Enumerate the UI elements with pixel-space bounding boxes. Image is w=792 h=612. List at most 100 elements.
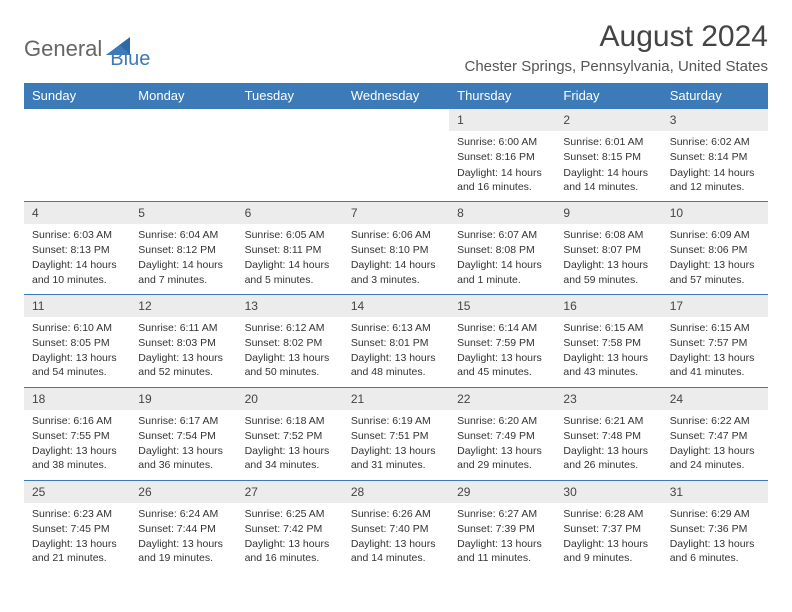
day-detail-cell: Sunrise: 6:11 AMSunset: 8:03 PMDaylight:…	[130, 317, 236, 387]
sunset-line: Sunset: 7:59 PM	[457, 336, 547, 350]
sunrise-line: Sunrise: 6:07 AM	[457, 228, 547, 242]
sunrise-line: Sunrise: 6:22 AM	[670, 414, 760, 428]
day-detail-cell	[24, 131, 130, 201]
day-detail-cell: Sunrise: 6:00 AMSunset: 8:16 PMDaylight:…	[449, 131, 555, 201]
day-detail-cell: Sunrise: 6:09 AMSunset: 8:06 PMDaylight:…	[662, 224, 768, 294]
calendar-body: 123 Sunrise: 6:00 AMSunset: 8:16 PMDayli…	[24, 109, 768, 573]
daylight-line: Daylight: 13 hours and 43 minutes.	[563, 351, 653, 379]
day-detail-cell: Sunrise: 6:22 AMSunset: 7:47 PMDaylight:…	[662, 410, 768, 480]
title-block: August 2024 Chester Springs, Pennsylvani…	[465, 20, 769, 75]
sunrise-line: Sunrise: 6:05 AM	[245, 228, 335, 242]
day-detail-cell: Sunrise: 6:17 AMSunset: 7:54 PMDaylight:…	[130, 410, 236, 480]
day-number-cell: 7	[343, 201, 449, 224]
day-number-cell: 9	[555, 201, 661, 224]
calendar-table: SundayMondayTuesdayWednesdayThursdayFrid…	[24, 83, 768, 572]
sunrise-line: Sunrise: 6:18 AM	[245, 414, 335, 428]
day-number-cell	[343, 109, 449, 132]
detail-row: Sunrise: 6:23 AMSunset: 7:45 PMDaylight:…	[24, 503, 768, 573]
sunrise-line: Sunrise: 6:12 AM	[245, 321, 335, 335]
logo-text-general: General	[24, 36, 102, 62]
sunrise-line: Sunrise: 6:25 AM	[245, 507, 335, 521]
day-number-cell: 1	[449, 109, 555, 132]
day-detail-cell: Sunrise: 6:24 AMSunset: 7:44 PMDaylight:…	[130, 503, 236, 573]
detail-row: Sunrise: 6:03 AMSunset: 8:13 PM Daylight:…	[24, 224, 768, 294]
day-number-cell: 19	[130, 387, 236, 410]
day-detail-cell: Sunrise: 6:23 AMSunset: 7:45 PMDaylight:…	[24, 503, 130, 573]
day-number-cell: 17	[662, 294, 768, 317]
day-number-cell: 31	[662, 480, 768, 503]
sunrise-line: Sunrise: 6:16 AM	[32, 414, 122, 428]
sunrise-line: Sunrise: 6:11 AM	[138, 321, 228, 335]
sunset-line: Sunset: 7:39 PM	[457, 522, 547, 536]
daylight-line: Daylight: 13 hours and 45 minutes.	[457, 351, 547, 379]
day-detail-cell: Sunrise: 6:28 AMSunset: 7:37 PMDaylight:…	[555, 503, 661, 573]
daynum-row: 45678910	[24, 201, 768, 224]
weekday-header: Sunday	[24, 83, 130, 109]
daylight-line: Daylight: 13 hours and 38 minutes.	[32, 444, 122, 472]
daynum-row: 18192021222324	[24, 387, 768, 410]
sunrise-line: Sunrise: 6:03 AM	[32, 228, 122, 242]
day-number-cell: 6	[237, 201, 343, 224]
daylight-line: Daylight: 13 hours and 48 minutes.	[351, 351, 441, 379]
day-detail-cell	[130, 131, 236, 201]
day-detail-cell: Sunrise: 6:16 AMSunset: 7:55 PMDaylight:…	[24, 410, 130, 480]
day-detail-cell: Sunrise: 6:02 AMSunset: 8:14 PMDaylight:…	[662, 131, 768, 201]
daylight-line: Daylight: 13 hours and 21 minutes.	[32, 537, 122, 565]
detail-row: Sunrise: 6:00 AMSunset: 8:16 PMDaylight:…	[24, 131, 768, 201]
sunrise-line: Sunrise: 6:17 AM	[138, 414, 228, 428]
daylight-line: Daylight: 13 hours and 50 minutes.	[245, 351, 335, 379]
day-number-cell: 29	[449, 480, 555, 503]
daylight-line: Daylight: 13 hours and 34 minutes.	[245, 444, 335, 472]
day-detail-cell: Sunrise: 6:26 AMSunset: 7:40 PMDaylight:…	[343, 503, 449, 573]
day-detail-cell: Sunrise: 6:07 AMSunset: 8:08 PMDaylight:…	[449, 224, 555, 294]
daylight-line: Daylight: 13 hours and 59 minutes.	[563, 258, 653, 286]
day-number-cell: 4	[24, 201, 130, 224]
daylight-line: Daylight: 14 hours and 12 minutes.	[670, 166, 760, 194]
daylight-line: Daylight: 13 hours and 24 minutes.	[670, 444, 760, 472]
sunrise-line: Sunrise: 6:28 AM	[563, 507, 653, 521]
sunrise-line: Sunrise: 6:29 AM	[670, 507, 760, 521]
day-detail-cell: Sunrise: 6:05 AMSunset: 8:11 PMDaylight:…	[237, 224, 343, 294]
sunset-line: Sunset: 7:42 PM	[245, 522, 335, 536]
weekday-header-row: SundayMondayTuesdayWednesdayThursdayFrid…	[24, 83, 768, 109]
day-number-cell: 28	[343, 480, 449, 503]
day-detail-cell: Sunrise: 6:20 AMSunset: 7:49 PMDaylight:…	[449, 410, 555, 480]
day-detail-cell: Sunrise: 6:03 AMSunset: 8:13 PMDaylight:…	[24, 224, 130, 294]
sunset-line: Sunset: 7:55 PM	[32, 429, 122, 443]
sunset-line: Sunset: 8:08 PM	[457, 243, 547, 257]
day-detail-cell: Sunrise: 6:15 AMSunset: 7:57 PMDaylight:…	[662, 317, 768, 387]
day-detail-cell: Sunrise: 6:15 AMSunset: 7:58 PMDaylight:…	[555, 317, 661, 387]
daylight-line: Daylight: 13 hours and 16 minutes.	[245, 537, 335, 565]
daylight-line: Daylight: 13 hours and 54 minutes.	[32, 351, 122, 379]
daylight-line: Daylight: 13 hours and 6 minutes.	[670, 537, 760, 565]
sunset-line: Sunset: 8:02 PM	[245, 336, 335, 350]
sunrise-line: Sunrise: 6:14 AM	[457, 321, 547, 335]
day-number-cell: 3	[662, 109, 768, 132]
daylight-line: Daylight: 13 hours and 11 minutes.	[457, 537, 547, 565]
sunrise-line: Sunrise: 6:24 AM	[138, 507, 228, 521]
day-number-cell: 15	[449, 294, 555, 317]
daynum-row: 25262728293031	[24, 480, 768, 503]
sunset-line: Sunset: 8:03 PM	[138, 336, 228, 350]
sunrise-line: Sunrise: 6:09 AM	[670, 228, 760, 242]
day-detail-cell: Sunrise: 6:04 AMSunset: 8:12 PMDaylight:…	[130, 224, 236, 294]
day-number-cell: 10	[662, 201, 768, 224]
day-number-cell: 26	[130, 480, 236, 503]
sunrise-line: Sunrise: 6:04 AM	[138, 228, 228, 242]
daylight-line: Daylight: 14 hours and 14 minutes.	[563, 166, 653, 194]
day-number-cell: 13	[237, 294, 343, 317]
sunset-line: Sunset: 7:57 PM	[670, 336, 760, 350]
daylight-line: Daylight: 13 hours and 14 minutes.	[351, 537, 441, 565]
sunset-line: Sunset: 8:13 PM	[32, 243, 122, 257]
day-detail-cell: Sunrise: 6:19 AMSunset: 7:51 PMDaylight:…	[343, 410, 449, 480]
page-header: General Blue August 2024 Chester Springs…	[24, 20, 768, 75]
daynum-row: 11121314151617	[24, 294, 768, 317]
day-number-cell: 16	[555, 294, 661, 317]
daylight-line: Daylight: 14 hours and 3 minutes.	[351, 258, 441, 286]
day-number-cell: 2	[555, 109, 661, 132]
sunrise-line: Sunrise: 6:08 AM	[563, 228, 653, 242]
daylight-line: Daylight: 13 hours and 9 minutes.	[563, 537, 653, 565]
sunrise-line: Sunrise: 6:10 AM	[32, 321, 122, 335]
day-detail-cell	[237, 131, 343, 201]
daylight-line: Daylight: 14 hours and 7 minutes.	[138, 258, 228, 286]
